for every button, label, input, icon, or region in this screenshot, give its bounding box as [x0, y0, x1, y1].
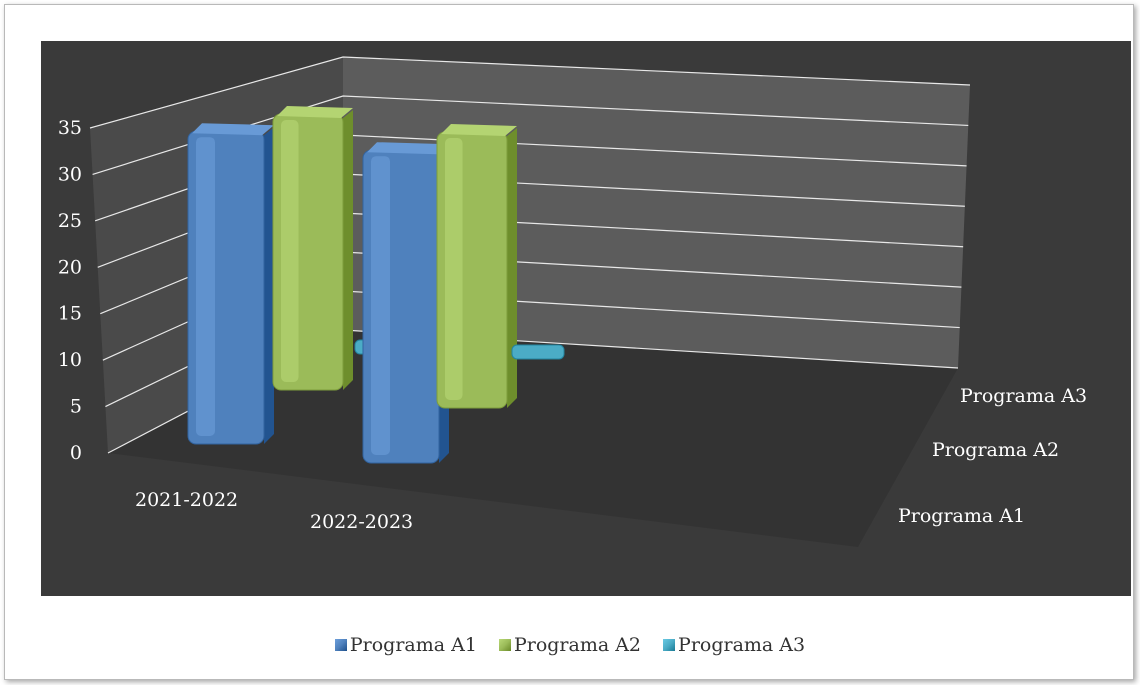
bar-highlight — [445, 138, 463, 400]
depth-axis-label: Programa A1 — [898, 505, 1025, 527]
legend-label: Programa A1 — [349, 634, 477, 656]
gridline — [92, 95, 969, 176]
x-category-label: 2022-2023 — [310, 511, 413, 533]
bar-highlight — [371, 156, 390, 455]
x-category-label: 2021-2022 — [135, 489, 238, 511]
y-tick-label: 35 — [58, 117, 82, 139]
bar-top — [367, 142, 449, 155]
legend-swatch — [334, 639, 347, 651]
bar-side — [343, 110, 353, 390]
legend-label: Programa A3 — [678, 634, 806, 656]
bar — [511, 344, 565, 360]
legend-item: Programa A1 — [334, 634, 477, 656]
y-tick-label: 30 — [58, 163, 82, 185]
y-tick-label: 15 — [58, 303, 82, 325]
y-tick-label: 5 — [70, 396, 82, 418]
bar-highlight — [196, 137, 215, 436]
legend-item: Programa A2 — [498, 634, 642, 656]
legend-label: Programa A2 — [513, 634, 642, 656]
bar-top — [441, 124, 517, 136]
legend-swatch — [663, 639, 676, 651]
y-tick-label: 0 — [70, 442, 82, 464]
y-tick-label: 10 — [58, 349, 82, 371]
bar-highlight — [281, 120, 299, 382]
legend-item: Programa A3 — [663, 634, 805, 656]
bar-side — [507, 128, 517, 408]
bar-side — [264, 127, 274, 444]
depth-axis-label: Programa A3 — [960, 385, 1087, 407]
gridline — [89, 56, 971, 129]
legend: Programa A1 Programa A2 Programa A3 — [0, 634, 1140, 656]
depth-axis-label: Programa A2 — [932, 439, 1059, 461]
legend-swatch — [498, 639, 511, 651]
bar-top — [277, 106, 353, 118]
bar-top — [192, 123, 274, 136]
y-tick-label: 25 — [58, 210, 82, 232]
y-tick-label: 20 — [58, 256, 82, 278]
